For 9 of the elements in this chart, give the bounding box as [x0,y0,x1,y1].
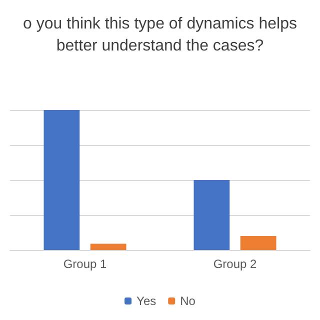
bar [44,110,80,250]
bar [240,236,276,250]
x-tick-label: Group 1 [63,257,108,271]
bar [194,180,230,250]
bar [90,244,126,250]
legend-label: No [180,294,196,308]
legend-label: Yes [136,294,156,308]
chart-title: o you think this type of dynamics helps better understand the cases? [23,16,297,54]
x-tick-label: Group 2 [213,257,258,271]
